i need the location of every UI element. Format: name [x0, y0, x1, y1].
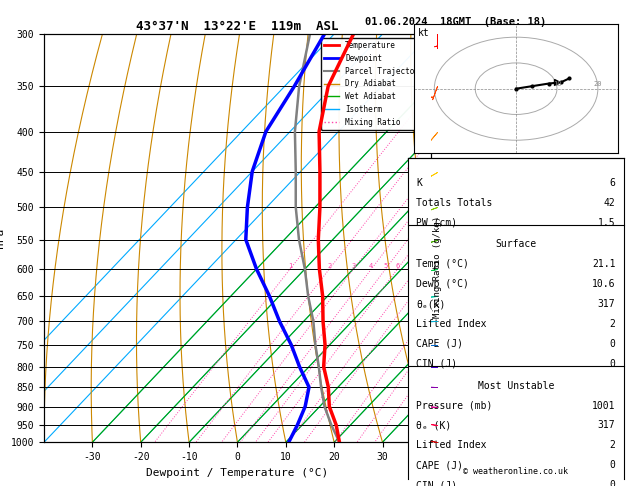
- Text: 2: 2: [610, 319, 615, 329]
- Text: Most Unstable: Most Unstable: [477, 381, 554, 391]
- Text: Temp (°C): Temp (°C): [416, 260, 469, 269]
- Text: 1: 1: [288, 263, 292, 269]
- Text: 5: 5: [383, 263, 387, 269]
- Text: kt: kt: [418, 28, 430, 38]
- Text: 01.06.2024  18GMT  (Base: 18): 01.06.2024 18GMT (Base: 18): [365, 17, 547, 27]
- Text: 2: 2: [610, 440, 615, 451]
- Text: 4: 4: [369, 263, 374, 269]
- Text: PW (cm): PW (cm): [416, 218, 457, 227]
- X-axis label: Dewpoint / Temperature (°C): Dewpoint / Temperature (°C): [147, 468, 328, 478]
- Text: CAPE (J): CAPE (J): [416, 460, 463, 470]
- Text: Lifted Index: Lifted Index: [416, 440, 487, 451]
- Text: 20: 20: [477, 263, 486, 269]
- Text: 0: 0: [610, 359, 615, 369]
- Text: CIN (J): CIN (J): [416, 480, 457, 486]
- Text: 3: 3: [352, 263, 355, 269]
- Text: 15: 15: [456, 263, 464, 269]
- Text: CAPE (J): CAPE (J): [416, 339, 463, 349]
- Text: © weatheronline.co.uk: © weatheronline.co.uk: [464, 467, 568, 475]
- Text: CIN (J): CIN (J): [416, 359, 457, 369]
- Text: Mixing Ratio (g/kg): Mixing Ratio (g/kg): [433, 216, 442, 318]
- Text: 20: 20: [594, 82, 602, 87]
- Text: 25: 25: [493, 263, 502, 269]
- Text: Pressure (mb): Pressure (mb): [416, 400, 493, 411]
- Text: 2: 2: [327, 263, 331, 269]
- Text: 0: 0: [610, 480, 615, 486]
- Text: 6: 6: [610, 178, 615, 188]
- Text: 1.5: 1.5: [598, 218, 615, 227]
- Y-axis label: hPa: hPa: [0, 228, 5, 248]
- Title: 43°37'N  13°22'E  119m  ASL: 43°37'N 13°22'E 119m ASL: [136, 20, 338, 33]
- Text: 42: 42: [604, 198, 615, 208]
- Text: 10: 10: [428, 263, 436, 269]
- Text: Dewp (°C): Dewp (°C): [416, 279, 469, 289]
- Legend: Temperature, Dewpoint, Parcel Trajectory, Dry Adiabat, Wet Adiabat, Isotherm, Mi: Temperature, Dewpoint, Parcel Trajectory…: [321, 38, 427, 130]
- Text: Totals Totals: Totals Totals: [416, 198, 493, 208]
- Text: 317: 317: [598, 299, 615, 309]
- Text: θₑ(K): θₑ(K): [416, 299, 445, 309]
- Text: 8: 8: [415, 263, 418, 269]
- Text: 317: 317: [598, 420, 615, 431]
- Text: 21.1: 21.1: [592, 260, 615, 269]
- Text: Lifted Index: Lifted Index: [416, 319, 487, 329]
- Text: 0: 0: [610, 339, 615, 349]
- Text: 1001: 1001: [592, 400, 615, 411]
- Text: 10.6: 10.6: [592, 279, 615, 289]
- Text: 0: 0: [610, 460, 615, 470]
- Text: θₑ (K): θₑ (K): [416, 420, 452, 431]
- Text: K: K: [416, 178, 422, 188]
- Text: 10: 10: [553, 82, 561, 87]
- Text: 6: 6: [395, 263, 399, 269]
- Text: Surface: Surface: [495, 240, 537, 249]
- Y-axis label: km
ASL: km ASL: [474, 227, 492, 249]
